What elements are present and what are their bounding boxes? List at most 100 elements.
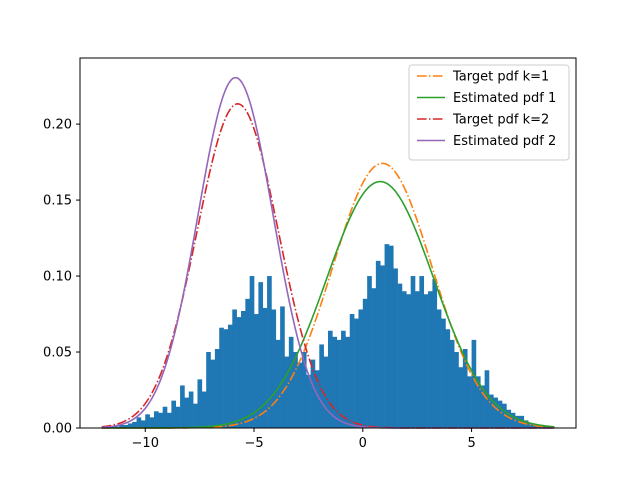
histogram-bar	[188, 391, 194, 428]
x-tick-label: −10	[132, 436, 159, 451]
histogram-bar	[458, 367, 464, 428]
histogram-bar	[428, 291, 433, 428]
y-tick-label: 0.15	[43, 194, 72, 209]
histogram-bar	[210, 359, 216, 428]
histogram-bar	[171, 400, 177, 428]
histogram-bar	[184, 397, 190, 428]
histogram-bar	[201, 391, 207, 428]
histogram-bar	[158, 412, 163, 428]
histogram-bar	[219, 327, 224, 428]
histogram-bar	[288, 336, 294, 428]
plot-frame	[79, 57, 577, 429]
histogram-bar	[475, 376, 481, 428]
x-tick-label: 5	[467, 436, 475, 451]
histogram-bar	[415, 291, 420, 428]
histogram-bar	[454, 352, 459, 428]
x-tick-label: 0	[359, 436, 367, 451]
histogram-bar	[262, 307, 268, 428]
legend-label: Target pdf k=2	[452, 113, 549, 128]
y-tick-label: 0.10	[43, 270, 72, 285]
histogram-bar	[328, 330, 333, 428]
histogram-bar	[145, 414, 150, 428]
histogram-bar	[280, 306, 285, 428]
histogram-bar	[375, 260, 381, 428]
y-tick-label: 0.05	[43, 346, 72, 361]
histogram-bar	[345, 336, 351, 428]
histogram-bar	[245, 298, 250, 428]
legend-label: Target pdf k=1	[452, 70, 549, 85]
histogram-bar	[214, 348, 220, 428]
histogram-bar	[267, 276, 272, 428]
histogram-bar	[258, 282, 264, 428]
histogram-bar	[162, 406, 168, 428]
histogram-bar	[271, 309, 277, 428]
y-axis: 0.00 0.05 0.10 0.15 0.20	[43, 118, 80, 437]
histogram-bar	[436, 309, 442, 428]
histogram-bar	[227, 324, 233, 428]
histogram-bar	[393, 268, 398, 428]
histogram-bar	[497, 400, 503, 428]
histogram-bar	[167, 412, 172, 428]
histogram-bar	[432, 279, 438, 428]
histogram-bar	[153, 411, 159, 428]
histogram-bar	[314, 370, 320, 428]
histogram-bar	[380, 265, 385, 428]
histogram-bar	[180, 385, 185, 428]
histogram-bar	[175, 406, 181, 428]
legend-box	[408, 64, 570, 161]
histogram-bar	[119, 424, 124, 428]
histogram-bar	[441, 318, 446, 428]
histogram-bar	[349, 314, 355, 428]
histogram-bar	[471, 339, 477, 428]
histogram-bar	[462, 348, 468, 428]
histogram-bar	[132, 421, 137, 428]
histogram-bar	[240, 311, 246, 428]
histogram-bar	[371, 288, 377, 428]
histogram-bar	[197, 379, 203, 428]
histogram-bars	[101, 244, 555, 428]
histogram-bar	[423, 294, 429, 428]
x-tick-label: −5	[244, 436, 263, 451]
histogram-bar	[319, 344, 324, 428]
histogram-bar	[301, 352, 307, 428]
histogram-bar	[506, 409, 512, 428]
histogram-bar	[410, 276, 416, 428]
histogram-bar	[332, 336, 337, 428]
histogram-bar	[397, 283, 403, 428]
histogram-bar	[419, 276, 425, 428]
histogram-bar	[528, 423, 533, 428]
histogram-bar	[532, 424, 538, 428]
histogram-bar	[401, 291, 407, 428]
histogram-bar	[254, 314, 259, 428]
histogram-bar	[127, 423, 133, 428]
histogram-bar	[493, 397, 498, 428]
histogram-bar	[362, 298, 368, 428]
histogram-bar	[336, 339, 342, 428]
histogram-bar	[367, 276, 372, 428]
histogram-bar	[149, 417, 155, 428]
histogram-bar	[341, 330, 346, 428]
legend: Target pdf k=1 Estimated pdf 1 Target pdf …	[408, 64, 570, 161]
y-tick-label: 0.00	[43, 422, 72, 437]
histogram-bar	[510, 412, 516, 428]
histogram-bar	[354, 318, 359, 428]
legend-label: Estimated pdf 1	[453, 91, 556, 106]
histogram-bar	[488, 394, 494, 428]
y-tick-label: 0.20	[43, 118, 72, 133]
histogram-bar	[293, 352, 298, 428]
histogram-bar	[275, 339, 281, 428]
histogram-bar	[480, 385, 485, 428]
histogram-bar	[323, 356, 329, 428]
histogram-bar	[297, 362, 303, 428]
histogram-bar	[249, 276, 255, 428]
histogram-bar	[406, 294, 411, 428]
histogram-bar	[445, 329, 451, 428]
histogram-bar	[136, 417, 142, 428]
histogram-bar	[515, 415, 520, 428]
histogram-bar	[358, 309, 364, 428]
histogram-bar	[284, 356, 290, 428]
histogram-bar	[467, 376, 472, 428]
histogram-bar	[123, 424, 129, 428]
